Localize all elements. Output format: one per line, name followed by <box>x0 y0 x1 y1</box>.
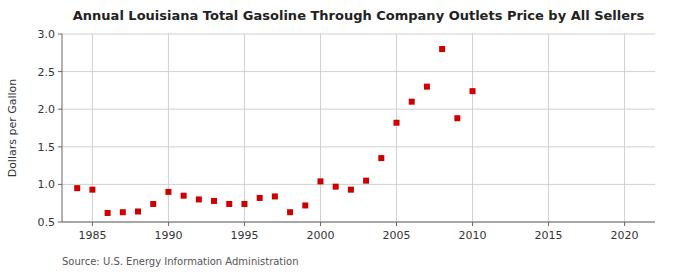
y-grid-line <box>62 109 655 110</box>
grid <box>62 34 655 222</box>
point <box>454 115 460 121</box>
title: Annual Louisiana Total Gasoline Through … <box>73 8 645 23</box>
y-axis-line <box>62 34 63 222</box>
x-tick-label: 1990 <box>154 229 182 242</box>
x-tick <box>624 222 625 226</box>
y-axis-label: Dollars per Gallon <box>6 79 19 178</box>
x-grid-line <box>244 34 245 222</box>
x-tick-label: 2015 <box>535 229 563 242</box>
point <box>470 88 476 94</box>
y-tick-label: 2.5 <box>38 66 56 79</box>
x-tick-label: 1995 <box>230 229 258 242</box>
x-grid-line <box>624 34 625 222</box>
x-tick <box>472 222 473 226</box>
point <box>272 193 278 199</box>
point <box>165 189 171 195</box>
y-tick-label: 0.5 <box>38 216 56 229</box>
y-tick <box>58 222 62 223</box>
point <box>317 178 323 184</box>
point <box>409 99 415 105</box>
point <box>196 196 202 202</box>
y-tick <box>58 71 62 72</box>
point <box>105 210 111 216</box>
point <box>181 193 187 199</box>
y-tick <box>58 146 62 147</box>
x-grid-line <box>548 34 549 222</box>
x-tick <box>396 222 397 226</box>
x-grid-line <box>320 34 321 222</box>
x-tick <box>548 222 549 226</box>
x-tick-label: 2020 <box>611 229 639 242</box>
point <box>135 208 141 214</box>
y-grid-line <box>62 184 655 185</box>
points <box>74 46 475 216</box>
point <box>226 201 232 207</box>
point <box>241 201 247 207</box>
x-tick <box>168 222 169 226</box>
point <box>211 198 217 204</box>
chart: 0.5 1.0 1.5 2.0 2.5 3.0 1985 1990 1995 2000 2005 20… <box>0 0 675 275</box>
y-grid-line <box>62 71 655 72</box>
axes: 0.5 1.0 1.5 2.0 2.5 3.0 1985 1990 1995 2000 2005 20… <box>38 28 656 242</box>
point <box>120 209 126 215</box>
y-tick-label: 3.0 <box>38 28 56 41</box>
y-grid-line <box>62 34 655 35</box>
point <box>150 201 156 207</box>
y-tick-label: 1.0 <box>38 178 56 191</box>
x-grid-line <box>92 34 93 222</box>
point <box>439 46 445 52</box>
point <box>74 185 80 191</box>
y-tick <box>58 34 62 35</box>
x-grid-line <box>472 34 473 222</box>
point <box>363 178 369 184</box>
x-tick-label: 1985 <box>78 229 106 242</box>
point <box>378 155 384 161</box>
source-note: Source: U.S. Energy Information Administ… <box>62 256 299 267</box>
x-tick-label: 2000 <box>306 229 334 242</box>
point <box>348 187 354 193</box>
point <box>424 84 430 90</box>
y-grid-line <box>62 146 655 147</box>
x-tick-label: 2010 <box>459 229 487 242</box>
point <box>302 202 308 208</box>
point <box>89 187 95 193</box>
x-grid-line <box>396 34 397 222</box>
x-tick <box>320 222 321 226</box>
y-tick-label: 2.0 <box>38 103 56 116</box>
y-tick <box>58 109 62 110</box>
y-grid-line <box>62 222 655 223</box>
y-tick <box>58 184 62 185</box>
point <box>257 195 263 201</box>
point <box>287 209 293 215</box>
point <box>333 184 339 190</box>
x-tick-label: 2005 <box>383 229 411 242</box>
y-tick-label: 1.5 <box>38 141 56 154</box>
point <box>394 120 400 126</box>
x-tick <box>92 222 93 226</box>
x-tick <box>244 222 245 226</box>
x-axis-line <box>62 222 655 223</box>
